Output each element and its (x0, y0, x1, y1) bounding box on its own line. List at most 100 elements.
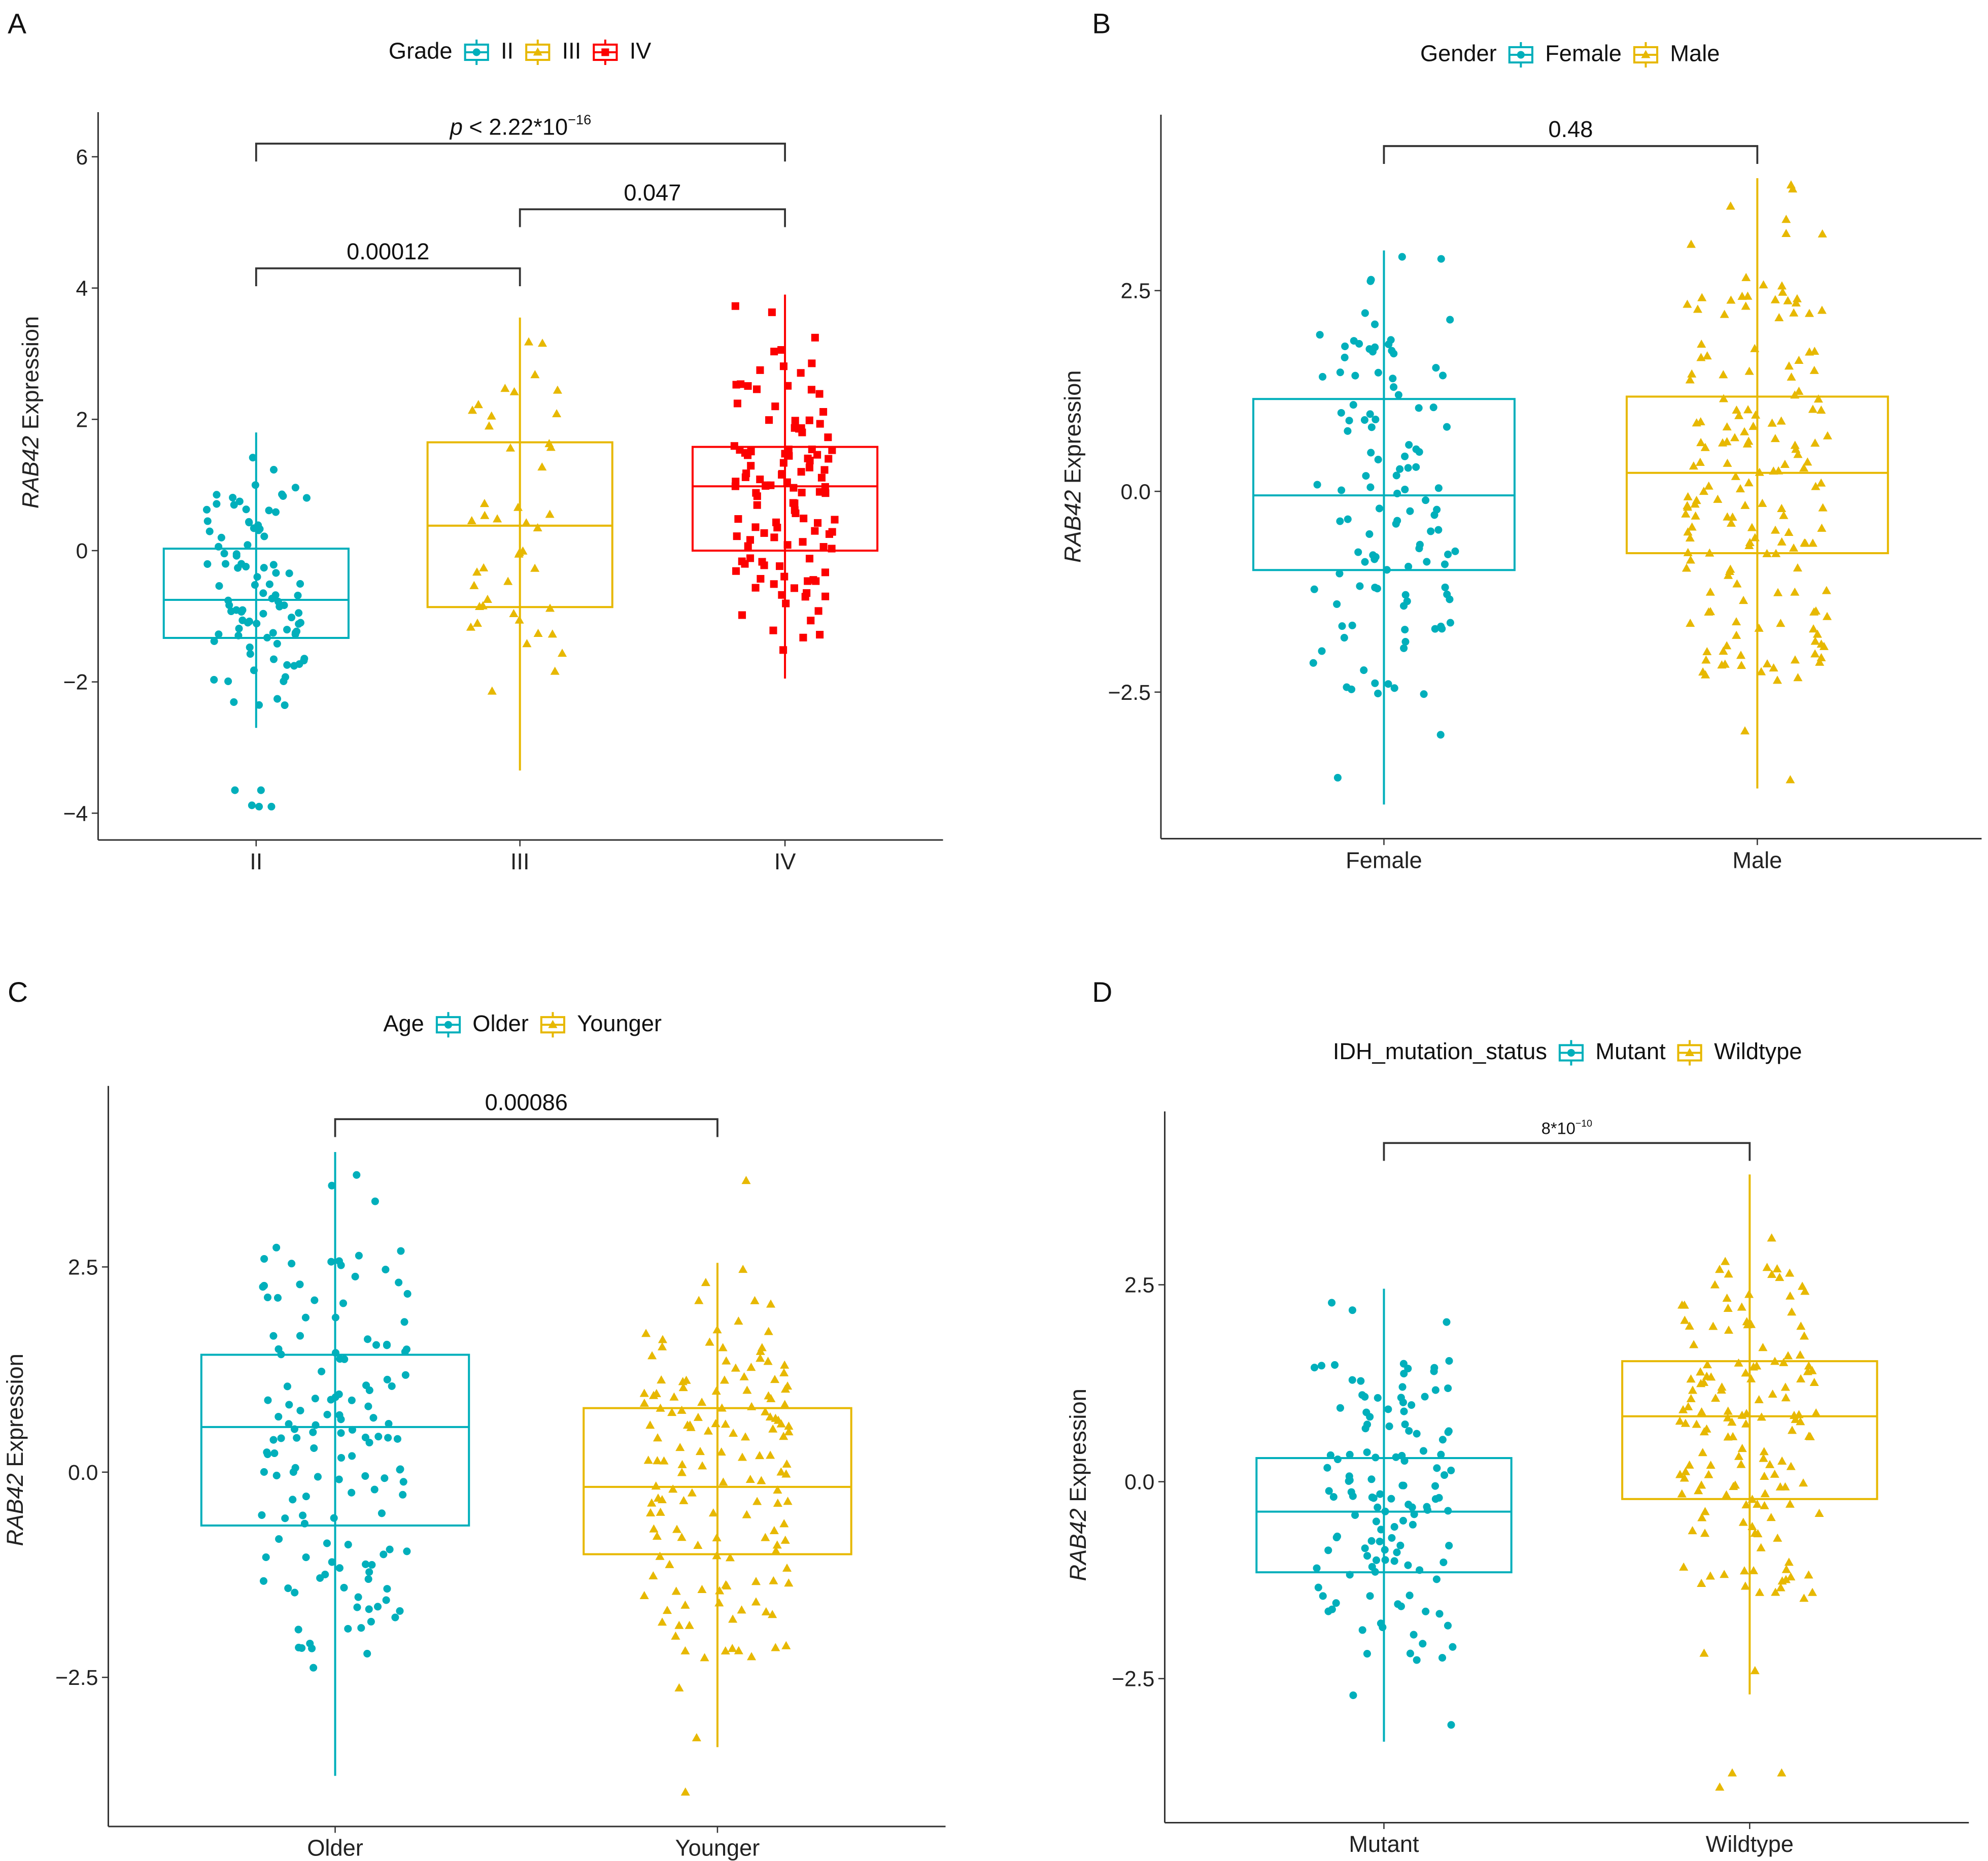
data-point (677, 1460, 687, 1468)
data-point (339, 1299, 348, 1307)
data-point (1341, 353, 1349, 361)
data-point (1811, 1408, 1821, 1417)
data-point (721, 1580, 731, 1588)
data-point (1790, 390, 1800, 399)
data-point (659, 1456, 669, 1465)
group-ii (162, 432, 350, 810)
data-point (657, 1375, 666, 1384)
data-point (811, 333, 819, 342)
data-point (1310, 585, 1318, 593)
data-point (800, 515, 808, 523)
data-point (277, 1350, 285, 1359)
data-point (1423, 1503, 1431, 1511)
data-point (368, 1561, 376, 1569)
data-point (258, 1511, 266, 1519)
x-tick-label: Female (1346, 847, 1422, 873)
panel-c: 2.5 0.0 −2.5 RAB42 Expression Older Younger 0.… (2, 1086, 946, 1861)
data-point (1804, 1361, 1813, 1370)
data-point (1734, 1358, 1743, 1367)
data-point (1723, 1303, 1733, 1312)
data-point (681, 1375, 691, 1384)
data-point (393, 1435, 401, 1443)
data-point (522, 639, 532, 648)
p-value-text: 8*10 (1541, 1119, 1575, 1138)
data-point (530, 563, 540, 572)
data-point (1741, 1500, 1751, 1509)
data-point (1817, 306, 1827, 314)
data-point (1770, 1469, 1779, 1478)
legend-title: Age (383, 1010, 424, 1036)
data-point (205, 527, 214, 535)
data-point (1397, 1602, 1405, 1610)
data-point (1443, 590, 1451, 598)
data-point (1737, 661, 1746, 669)
data-point (601, 48, 609, 56)
group-wildtype (1621, 1174, 1878, 1791)
data-point (697, 1584, 707, 1593)
data-point (515, 615, 524, 624)
data-point (1375, 504, 1384, 513)
data-point (1685, 1460, 1694, 1469)
legend-label: Female (1545, 41, 1622, 66)
data-point (1361, 1544, 1369, 1552)
data-point (1336, 368, 1344, 377)
data-point (1377, 1526, 1385, 1534)
data-point (1767, 1233, 1776, 1242)
data-point (779, 1368, 789, 1377)
data-point (668, 1484, 678, 1493)
data-point (803, 589, 811, 597)
data-point (1446, 619, 1454, 627)
data-point (1772, 675, 1782, 684)
data-point (1767, 418, 1777, 427)
data-point (679, 1496, 689, 1504)
data-point (1749, 1362, 1758, 1371)
data-point (1399, 1516, 1408, 1525)
data-point (1366, 410, 1374, 418)
data-point (1390, 1523, 1398, 1531)
data-point (772, 1540, 782, 1549)
data-point (294, 591, 302, 599)
data-point (269, 466, 278, 474)
data-point (815, 390, 824, 398)
data-point (652, 1531, 662, 1540)
data-point (478, 601, 488, 610)
data-point (1779, 511, 1789, 519)
data-point (657, 1495, 667, 1504)
data-point (1396, 1541, 1404, 1549)
data-point (1740, 500, 1750, 509)
data-point (1697, 1480, 1706, 1489)
data-point (734, 515, 742, 523)
p-value-text: < 2.22*10 (463, 114, 568, 140)
data-point (712, 1533, 722, 1542)
legend-key-circle-icon (1508, 41, 1534, 67)
data-point (493, 514, 502, 523)
data-point (671, 1631, 680, 1640)
data-point (1809, 1377, 1819, 1386)
data-point (537, 462, 547, 471)
data-point (273, 1294, 282, 1302)
data-point (1686, 619, 1695, 627)
data-point (1435, 1610, 1444, 1618)
data-point (210, 637, 218, 645)
data-point (545, 510, 555, 518)
data-point (737, 1605, 746, 1614)
data-point (790, 584, 799, 592)
data-point (1433, 1464, 1441, 1472)
data-point (791, 417, 799, 425)
data-point (731, 302, 739, 310)
data-point (1791, 1414, 1800, 1423)
data-point (401, 1348, 409, 1356)
data-point (1318, 647, 1326, 655)
data-point (797, 468, 805, 476)
data-point (1723, 1406, 1733, 1415)
data-point (1412, 445, 1420, 453)
data-point (1692, 496, 1701, 504)
data-point (779, 1432, 789, 1440)
data-point (500, 384, 510, 392)
y-axis-label: RAB42 Expression (1065, 1389, 1091, 1581)
data-point (1348, 621, 1356, 629)
data-point (705, 1337, 714, 1346)
data-point (1691, 511, 1700, 520)
data-point (548, 1019, 558, 1028)
y-axis-label: RAB42 Expression (1060, 370, 1086, 563)
